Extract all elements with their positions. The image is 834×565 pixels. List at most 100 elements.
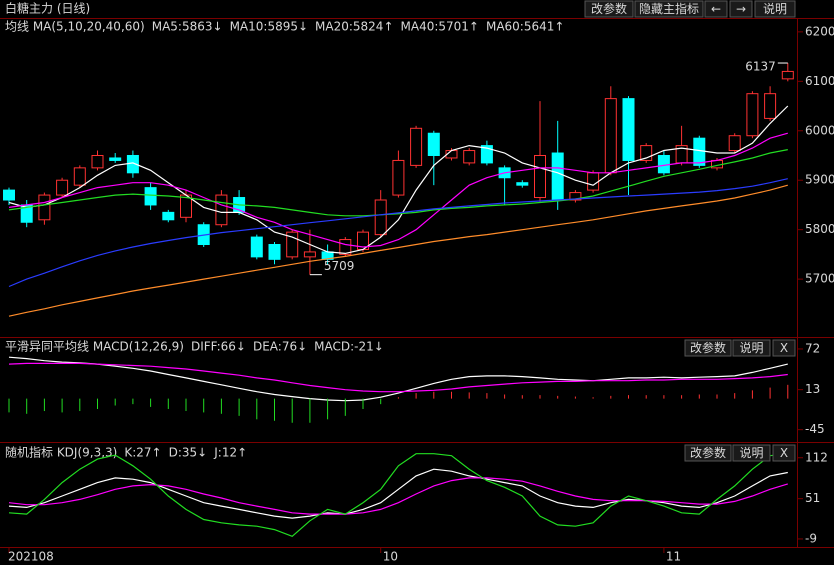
candle-body	[3, 189, 15, 201]
button[interactable]: 说明	[754, 0, 796, 18]
button-label[interactable]: 说明	[763, 1, 787, 16]
annotation: 5709	[324, 259, 355, 273]
ma-line	[8, 184, 788, 317]
candle-body	[746, 93, 759, 137]
candle-body	[144, 187, 157, 206]
button-frame[interactable]	[772, 444, 796, 462]
legend-label: MA10:5895↓	[230, 20, 308, 34]
button-frame[interactable]	[772, 339, 796, 357]
header-title: 白糖主力 (日线)	[5, 1, 90, 16]
legend-label: MACD:-21↓	[314, 340, 384, 354]
y-tick-label: 6200	[805, 24, 834, 38]
candle-body	[693, 137, 706, 166]
candle-body	[640, 145, 653, 161]
candle-body	[728, 135, 741, 152]
candle-body	[622, 98, 635, 161]
y-tick-label: 51	[805, 491, 820, 505]
y-tick-label: 112	[805, 450, 828, 464]
candle-body	[73, 167, 86, 186]
indicator-line	[8, 453, 788, 537]
button-frame[interactable]	[732, 444, 771, 462]
button-label[interactable]: →	[736, 2, 746, 16]
y-tick-label: 5900	[805, 173, 834, 187]
candle-body	[339, 239, 352, 255]
button[interactable]: 改参数	[584, 0, 634, 18]
candle-body	[215, 194, 228, 226]
button[interactable]: →	[729, 0, 753, 18]
candle-body	[374, 199, 387, 236]
y-tick-label: 5800	[805, 222, 834, 236]
legend-label: 均线 MA(5,10,20,40,60)	[5, 20, 145, 34]
candle-body	[250, 236, 263, 258]
legend-label: MA5:5863↓	[152, 20, 223, 34]
button-frame[interactable]	[729, 0, 753, 18]
legend-label: MA60:5641↑	[486, 20, 564, 34]
indicator-line	[8, 362, 788, 393]
candle-body	[268, 244, 281, 260]
candle-body	[91, 154, 104, 169]
candle-body	[427, 132, 440, 156]
button[interactable]: 隐藏主指标	[634, 0, 704, 18]
button-frame[interactable]	[584, 0, 634, 18]
legend-label: K:27↑	[124, 446, 161, 460]
button-label[interactable]: X	[780, 446, 788, 460]
button[interactable]: 改参数	[684, 444, 732, 462]
button-label[interactable]: 改参数	[690, 445, 726, 460]
button-frame[interactable]	[704, 0, 728, 18]
x-tick-label: 10	[383, 550, 398, 564]
y-tick-label: 72	[805, 341, 820, 355]
candle-body	[162, 211, 175, 221]
ma-line	[8, 149, 788, 217]
candle-body	[604, 98, 617, 174]
legend-label: 随机指标 KDJ(9,3,3)	[5, 445, 117, 460]
candle-body	[569, 192, 582, 201]
indicator-line	[8, 356, 788, 402]
button-label[interactable]: ←	[711, 2, 721, 16]
candle-body	[38, 194, 51, 221]
candle-body	[657, 154, 670, 174]
ma-line	[8, 132, 788, 248]
button[interactable]: 说明	[732, 339, 771, 357]
y-tick-label: 6000	[805, 123, 834, 137]
legend-label: D:35↓	[169, 446, 208, 460]
ma-line	[8, 178, 788, 288]
button-frame[interactable]	[732, 339, 771, 357]
button-label[interactable]: X	[780, 341, 788, 355]
button[interactable]: 改参数	[684, 339, 732, 357]
candle-body	[303, 251, 316, 258]
button-frame[interactable]	[684, 339, 732, 357]
legend-label: MA40:5701↑	[401, 20, 479, 34]
button-label[interactable]: 改参数	[690, 340, 726, 355]
legend-label: J:12↑	[213, 446, 247, 460]
candle-body	[392, 159, 405, 196]
candle-body	[56, 179, 69, 196]
candle-body	[463, 150, 476, 164]
x-tick-label: 202108	[8, 550, 54, 564]
y-tick-label: 13	[805, 382, 820, 396]
button-frame[interactable]	[754, 0, 796, 18]
button-frame[interactable]	[684, 444, 732, 462]
indicator-line	[8, 477, 788, 515]
y-tick-label: 6100	[805, 74, 834, 88]
candle-body	[286, 231, 299, 258]
y-tick-label: 5700	[805, 272, 834, 286]
button[interactable]: ←	[704, 0, 728, 18]
candle-body	[781, 70, 794, 80]
button-label[interactable]: 隐藏主指标	[639, 1, 699, 16]
button[interactable]: X	[772, 339, 796, 357]
candle-body	[551, 152, 564, 201]
button[interactable]: X	[772, 444, 796, 462]
button-frame[interactable]	[634, 0, 704, 18]
button-label[interactable]: 说明	[739, 445, 763, 460]
annotation: 6137	[745, 60, 776, 74]
y-tick-label: -9	[805, 531, 817, 545]
legend-label: DEA:76↓	[253, 340, 307, 354]
button-label[interactable]: 改参数	[591, 1, 627, 16]
button[interactable]: 说明	[732, 444, 771, 462]
candle-body	[587, 172, 600, 191]
indicator-line	[8, 468, 788, 519]
legend-label: MA20:5824↑	[315, 20, 393, 34]
button-label[interactable]: 说明	[739, 340, 763, 355]
